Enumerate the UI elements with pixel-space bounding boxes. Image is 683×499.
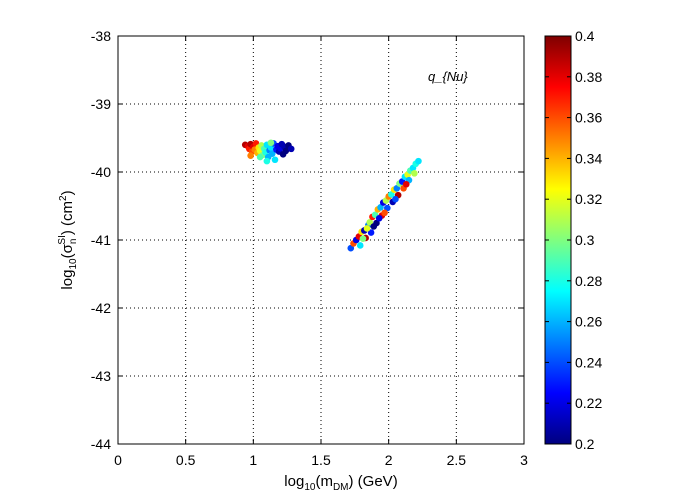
y-tick-label: -41 bbox=[91, 232, 111, 248]
svg-text:log10(σnSI) (cm2): log10(σnSI) (cm2) bbox=[57, 190, 79, 289]
scatter-point bbox=[366, 219, 374, 226]
scatter-points bbox=[241, 139, 422, 252]
scatter-point bbox=[370, 223, 378, 230]
scatter-point bbox=[287, 145, 295, 153]
colorbar-tick-label: 0.38 bbox=[575, 69, 602, 85]
scatter-point bbox=[247, 152, 254, 159]
x-tick-label: 1 bbox=[249, 452, 257, 468]
scatter-point bbox=[282, 147, 290, 155]
plot-area: 0 0.5 1 1.5 2 2.5 3 -38 -39 -40 -41 -42 -43 -44 bbox=[91, 28, 528, 468]
colorbar-tick-label: 0.22 bbox=[575, 395, 602, 411]
scatter-point bbox=[359, 235, 367, 242]
colorbar: 0.2 0.22 0.24 0.26 0.28 0.3 0.32 0.34 0.36 0.38 0.… bbox=[544, 28, 602, 452]
colorbar-tick-label: 0.36 bbox=[575, 110, 602, 126]
y-axis-label: log10(σnSI) (cm2) bbox=[57, 190, 79, 289]
colorbar-tick-label: 0.32 bbox=[575, 191, 602, 207]
y-tick-label: -38 bbox=[91, 28, 111, 44]
scatter-point bbox=[267, 139, 275, 147]
y-tick-label: -43 bbox=[91, 368, 111, 384]
x-tick-label: 0.5 bbox=[176, 452, 196, 468]
x-axis-label: log10(mDM) (GeV) bbox=[284, 473, 397, 493]
axis-ticks: 0 0.5 1 1.5 2 2.5 3 -38 -39 -40 -41 -42 -43 -44 bbox=[91, 28, 528, 468]
y-tick-label: -40 bbox=[91, 164, 111, 180]
scatter-point bbox=[256, 153, 264, 161]
colorbar-ticks: 0.2 0.22 0.24 0.26 0.28 0.3 0.32 0.34 0.36 0.38 0.… bbox=[545, 28, 602, 452]
scatter-point bbox=[381, 209, 388, 217]
colorbar-tick-label: 0.4 bbox=[575, 28, 595, 44]
scatter-point bbox=[415, 157, 422, 165]
scatter-point bbox=[367, 229, 375, 236]
scatter-point bbox=[375, 214, 383, 222]
y-tick-label: -42 bbox=[91, 300, 111, 316]
colorbar-tick-label: 0.34 bbox=[575, 150, 602, 166]
annotation-label: q_{Nu} bbox=[428, 69, 468, 84]
scatter-point bbox=[411, 170, 418, 177]
y-tick-label: -44 bbox=[91, 436, 111, 452]
colorbar-tick-label: 0.26 bbox=[575, 314, 602, 330]
grid-lines bbox=[118, 36, 524, 444]
scatter-point bbox=[356, 242, 364, 249]
colorbar-gradient bbox=[544, 35, 572, 445]
scatter-point bbox=[363, 225, 371, 232]
scatter-point bbox=[402, 180, 410, 188]
x-tick-label: 0 bbox=[114, 452, 122, 468]
scatter-point bbox=[392, 195, 399, 203]
colorbar-tick-label: 0.24 bbox=[575, 354, 602, 370]
x-tick-label: 3 bbox=[520, 452, 528, 468]
scatter-point bbox=[263, 157, 271, 165]
colorbar-tick-label: 0.3 bbox=[575, 232, 595, 248]
x-tick-label: 2 bbox=[385, 452, 393, 468]
y-tick-label: -39 bbox=[91, 96, 111, 112]
scatter-point bbox=[271, 156, 279, 164]
x-tick-label: 2.5 bbox=[447, 452, 467, 468]
scatter-point bbox=[268, 150, 276, 157]
colorbar-tick-label: 0.2 bbox=[575, 436, 595, 452]
x-tick-label: 1.5 bbox=[311, 452, 331, 468]
colorbar-tick-label: 0.28 bbox=[575, 273, 602, 289]
